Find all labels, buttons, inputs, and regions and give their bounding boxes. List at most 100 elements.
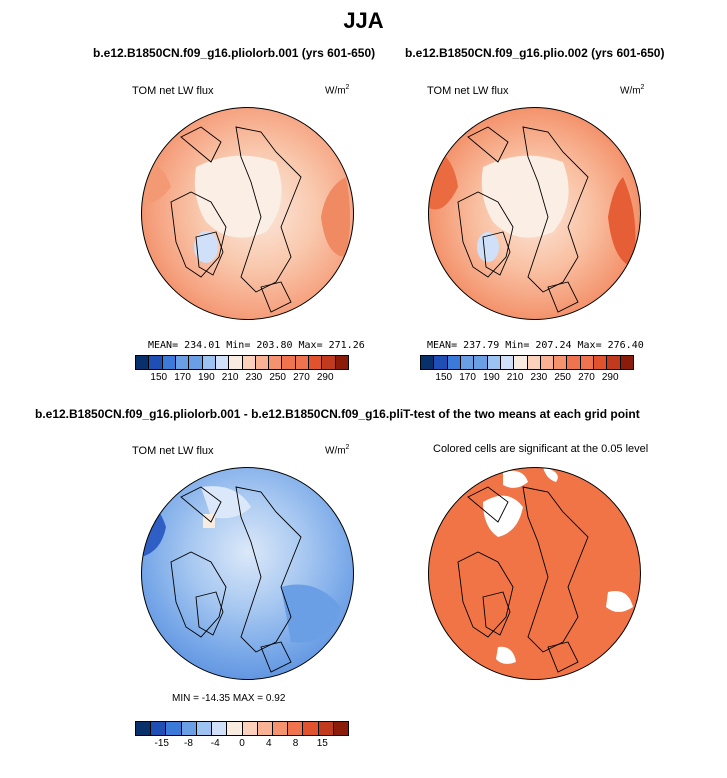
colorbar-cell	[594, 356, 608, 369]
map-boundary	[141, 107, 354, 320]
colorbar-cell	[227, 722, 243, 735]
positive-cell	[203, 514, 215, 528]
negative-region-east	[281, 584, 341, 643]
colorbar-tick-label: 210	[221, 372, 239, 383]
colorbar-top-left	[135, 355, 349, 370]
colorbar-cell	[487, 356, 501, 369]
panel-tl-units: W/m2	[325, 84, 350, 97]
colorbar-tick-label: 4	[265, 738, 272, 749]
panel-tr-units: W/m2	[620, 84, 645, 97]
greenland-cold-cell	[477, 232, 499, 262]
panel-bl-stats: MIN = -14.35 MAX = 0.92	[172, 693, 286, 704]
colorbar-cell	[447, 356, 461, 369]
colorbar-cell	[242, 356, 256, 369]
warm-region-east	[321, 177, 350, 257]
colorbar-tick-label: 150	[435, 372, 453, 383]
colorbar-cell	[272, 722, 289, 735]
panel-bl-title: b.e12.B1850CN.f09_g16.pliolorb.001 - b.e…	[35, 407, 403, 421]
colorbar-cell	[333, 722, 349, 735]
colorbar-cell	[500, 356, 515, 369]
land-outline-eurasia	[235, 486, 302, 653]
land-outline-siberia	[180, 126, 222, 163]
weak-negative-north	[201, 486, 251, 519]
colorbar-tick-label: 150	[150, 372, 168, 383]
colorbar-cell	[181, 722, 197, 735]
panel-tr-title: b.e12.B1850CN.f09_g16.plio.002 (yrs 601-…	[405, 46, 665, 60]
land-outline-eurasia	[235, 126, 302, 293]
panel-br-subtitle: Colored cells are significant at the 0.0…	[433, 443, 649, 455]
colorbar-cell	[212, 722, 228, 735]
colorbar-cell	[309, 356, 323, 369]
land-outline-greenland	[482, 591, 511, 636]
panel-bl-units: W/m2	[325, 444, 350, 457]
colorbar-cell	[540, 356, 555, 369]
colorbar-cell	[460, 356, 475, 369]
colorbar-tick-label: 190	[482, 372, 500, 383]
colorbar-cell	[620, 356, 633, 369]
colorbar-cell	[554, 356, 568, 369]
colorbar-cell	[175, 356, 190, 369]
land-outline-greenland	[482, 231, 511, 276]
land-outline-europe	[547, 641, 579, 673]
colorbar-ticks-top-right: 150 170 190 210 230 250 270 290	[420, 372, 632, 386]
colorbar-cell	[162, 356, 176, 369]
colorbar-bottom-left	[135, 721, 349, 736]
colorbar-cell	[202, 356, 216, 369]
panel-br-title: T-test of the two means at each grid poi…	[403, 407, 640, 421]
colorbar-cell	[255, 356, 270, 369]
map-boundary	[428, 107, 641, 320]
warm-region-east	[608, 177, 636, 267]
non-significant-region-5	[543, 467, 558, 482]
polar-map-top-left	[141, 107, 354, 320]
non-significant-region-2	[503, 470, 528, 488]
colorbar-cell	[421, 356, 435, 369]
colorbar-cell	[434, 356, 448, 369]
significant-fill	[428, 467, 641, 680]
figure-title: JJA	[343, 8, 384, 33]
colorbar-tick-label: 250	[554, 372, 571, 383]
colorbar-cell	[474, 356, 488, 369]
colorbar-tick-label: 170	[459, 372, 476, 383]
colorbar-tick-label: 250	[269, 372, 286, 383]
colorbar-cell	[335, 356, 348, 369]
arctic-low-region	[194, 155, 282, 238]
land-outline-eurasia	[522, 486, 589, 653]
colorbar-tick-label: 8	[292, 738, 299, 749]
colorbar-cell	[196, 722, 213, 735]
colorbar-cell	[136, 722, 152, 735]
panel-bl-variable: TOM net LW flux	[132, 445, 214, 457]
colorbar-cell	[580, 356, 595, 369]
colorbar-tick-label: 210	[506, 372, 524, 383]
panel-tr-stats: MEAN= 237.79 Min= 207.24 Max= 276.40	[427, 340, 644, 351]
land-outline-siberia	[180, 486, 222, 523]
colorbar-tick-label: 270	[293, 372, 310, 383]
land-outline-na	[457, 191, 514, 278]
colorbar-tick-label: -8	[184, 738, 193, 749]
colorbar-ticks-bottom-left: -15 -8 -4 0 4 8 15	[135, 738, 347, 752]
colorbar-tick-label: 270	[578, 372, 595, 383]
colorbar-cell	[514, 356, 528, 369]
colorbar-cell	[229, 356, 243, 369]
colorbar-cell	[215, 356, 230, 369]
panel-tr-variable: TOM net LW flux	[427, 85, 509, 97]
colorbar-cell	[567, 356, 581, 369]
colorbar-cell	[166, 722, 182, 735]
colorbar-tick-label: 290	[601, 372, 619, 383]
polar-map-bottom-left	[141, 467, 354, 680]
colorbar-top-right	[420, 355, 634, 370]
land-outline-siberia	[467, 486, 509, 523]
colorbar-cell	[527, 356, 541, 369]
colorbar-cell	[149, 356, 163, 369]
non-significant-region-4	[496, 646, 516, 664]
polar-map-top-right	[428, 107, 641, 320]
colorbar-tick-label: 230	[530, 372, 548, 383]
panel-tl-title: b.e12.B1850CN.f09_g16.pliolorb.001 (yrs …	[93, 46, 376, 60]
panel-tl-stats: MEAN= 234.01 Min= 203.80 Max= 271.26	[148, 340, 365, 351]
land-outline-europe	[260, 641, 292, 673]
colorbar-cell	[282, 356, 296, 369]
land-outline-na	[170, 551, 227, 638]
colorbar-cell	[318, 722, 334, 735]
colorbar-tick-label: 15	[316, 738, 328, 749]
colorbar-cell	[322, 356, 336, 369]
arctic-low-region	[481, 155, 569, 238]
